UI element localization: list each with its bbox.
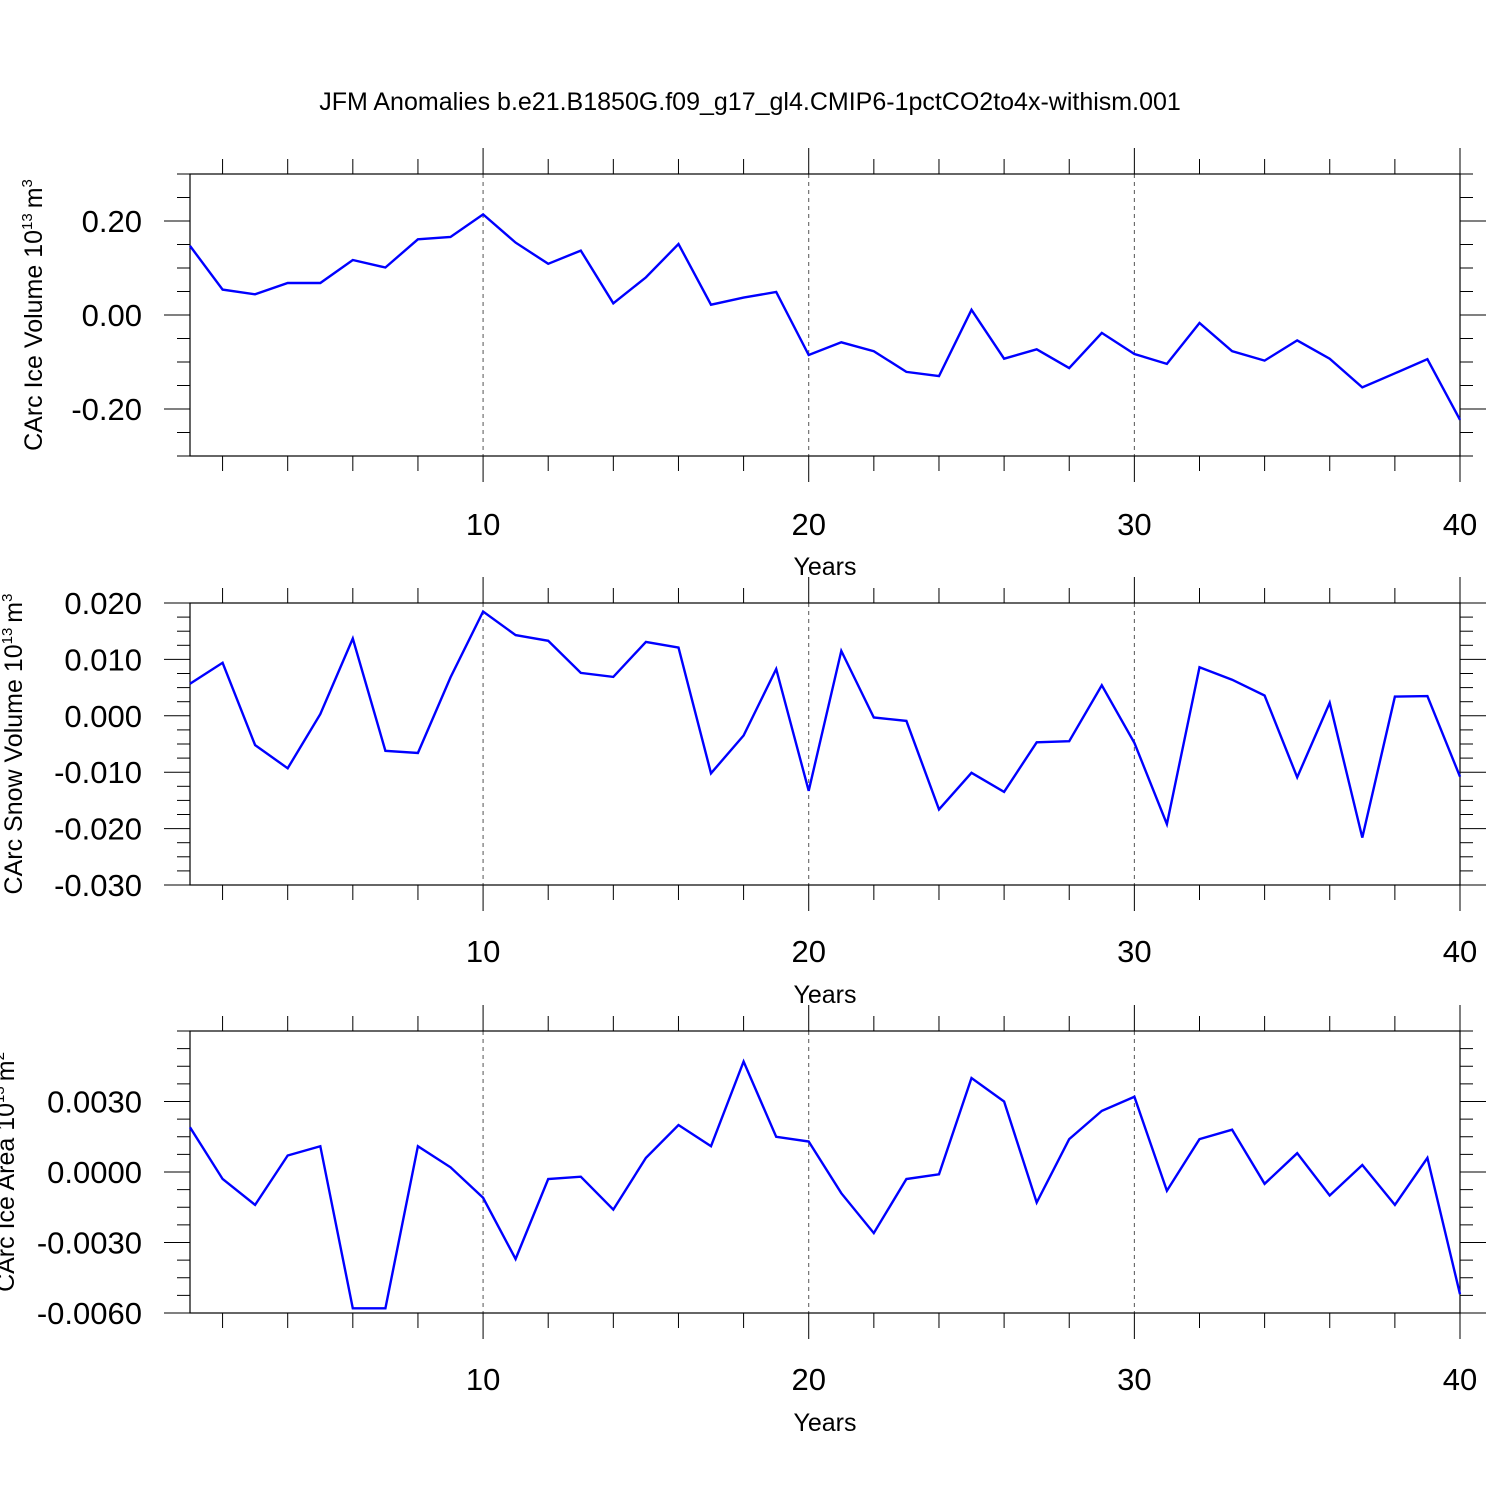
- panel-3: 0.0030 0.0000 -0.0030 -0.0060 10 20 30 40 Years C…: [0, 1005, 1486, 1437]
- y-axis-label-main: CArc Snow Volume 10: [0, 644, 28, 894]
- x-tick-label: 10: [466, 1362, 500, 1397]
- y-axis-label-unit-exponent: 2: [0, 1052, 8, 1060]
- x-axis-label: Years: [793, 981, 856, 1009]
- y-tick-label: -0.030: [54, 868, 142, 903]
- plot-frame: [189, 173, 1461, 457]
- y-tick-label: 0.00: [82, 298, 142, 333]
- y-axis-label: CArc Ice Area 1013 m2: [0, 1052, 20, 1292]
- panel-2: 0.020 0.010 0.000 -0.010 -0.020 -0.030 10 20 30 4…: [0, 577, 1486, 1009]
- y-axis-label-unit-exponent: 3: [19, 179, 36, 187]
- x-tick-label: 20: [791, 934, 825, 969]
- y-tick-label: 0.0000: [47, 1155, 142, 1190]
- series-line: [189, 609, 1462, 838]
- y-tick-label: 0.0030: [47, 1085, 142, 1120]
- plot-frame: [189, 602, 1461, 886]
- y-axis-label-main: CArc Ice Area 10: [0, 1103, 20, 1292]
- figure-title: JFM Anomalies b.e21.B1850G.f09_g17_gl4.C…: [319, 88, 1181, 116]
- series-line: [188, 1058, 1462, 1310]
- y-axis-label-unit-exponent: 3: [0, 594, 16, 602]
- x-tick-label: 40: [1443, 1362, 1477, 1397]
- panel-1: 0.20 0.00 -0.20 10 20 30 40 Years CArc Ice Volum…: [19, 148, 1486, 581]
- y-tick-label: -0.0060: [37, 1296, 142, 1331]
- y-axis-label-exponent: 13: [19, 213, 36, 230]
- y-tick-label: 0.000: [64, 699, 142, 734]
- x-tick-label: 30: [1117, 1362, 1151, 1397]
- x-tick-label: 20: [791, 507, 825, 542]
- x-tick-label: 30: [1117, 507, 1151, 542]
- y-tick-label: -0.0030: [37, 1226, 142, 1261]
- y-tick-label: 0.20: [82, 204, 142, 239]
- y-axis-label: CArc Snow Volume 1013 m3: [0, 594, 28, 895]
- plot-frame: [189, 1030, 1461, 1314]
- x-tick-label: 40: [1443, 507, 1477, 542]
- y-tick-label: 0.020: [64, 586, 142, 621]
- y-axis-label-exponent: 13: [0, 1086, 8, 1103]
- x-tick-label: 20: [791, 1362, 825, 1397]
- y-tick-label: 0.010: [64, 642, 142, 677]
- y-axis-label-unit: m: [20, 187, 48, 208]
- y-axis-label: CArc Ice Volume 1013 m3: [19, 179, 48, 451]
- y-axis-label-unit: m: [0, 602, 28, 623]
- y-tick-label: -0.020: [54, 812, 142, 847]
- x-tick-label: 30: [1117, 934, 1151, 969]
- x-axis-label: Years: [793, 1409, 856, 1437]
- x-tick-label: 40: [1443, 934, 1477, 969]
- x-tick-label: 10: [466, 507, 500, 542]
- x-tick-label: 10: [466, 934, 500, 969]
- y-axis-label-main: CArc Ice Volume 10: [20, 230, 48, 451]
- series-line: [189, 212, 1462, 421]
- x-axis-label: Years: [793, 553, 856, 581]
- y-tick-label: -0.20: [71, 392, 142, 427]
- y-tick-label: -0.010: [54, 755, 142, 790]
- y-axis-label-exponent: 13: [0, 628, 16, 645]
- chart-panels: 0.20 0.00 -0.20 10 20 30 40 Years CArc Ice Volum…: [0, 148, 1486, 1437]
- y-axis-label-unit: m: [0, 1060, 20, 1081]
